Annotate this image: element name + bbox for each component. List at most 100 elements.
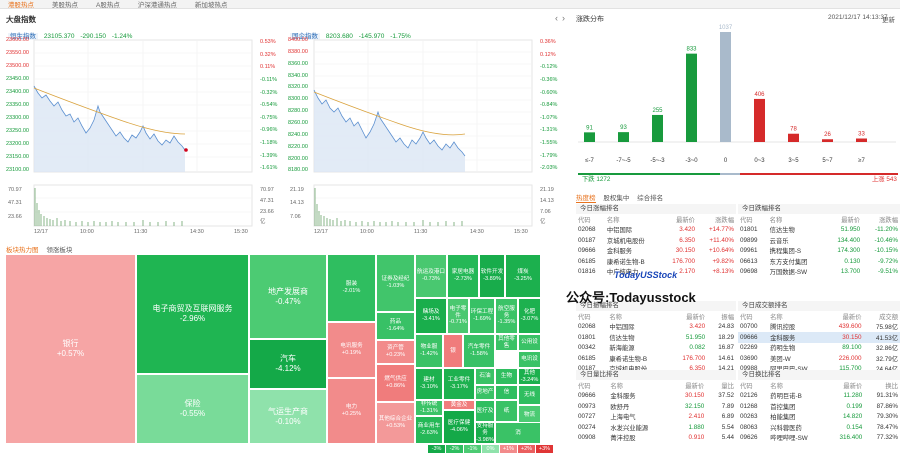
sector-cell[interactable]: 药品 -1.64%: [376, 312, 415, 340]
table-row[interactable]: 02126 药明巨诺-B 11.280 91.31%: [738, 391, 900, 402]
sector-cell[interactable]: 消: [495, 422, 541, 444]
column-header[interactable]: 代码: [578, 382, 591, 390]
sector-cell[interactable]: 其他 -3.24%: [518, 368, 541, 385]
sector-cell[interactable]: 生物: [495, 368, 518, 385]
sector-cell[interactable]: 赌场及 -3.41%: [415, 298, 447, 334]
sector-cell[interactable]: 石油: [475, 368, 495, 385]
pager-arrows[interactable]: ‹›: [555, 13, 569, 23]
chevron-left-icon[interactable]: ‹: [555, 13, 562, 23]
sector-cell[interactable]: 软件开发 -3.89%: [479, 254, 505, 298]
sector-cell[interactable]: 其他零售: [495, 334, 518, 351]
column-header[interactable]: 名称: [770, 313, 783, 321]
nav-sg-hot[interactable]: 新加坡热点: [194, 2, 228, 9]
sector-cell[interactable]: 保险 -0.55%: [136, 374, 249, 444]
refresh-button[interactable]: 更新: [882, 17, 895, 24]
column-header[interactable]: 最新价: [676, 216, 695, 224]
sector-cell[interactable]: 其他综合企业 +0.53%: [376, 402, 415, 444]
column-header[interactable]: 涨跌幅: [879, 216, 898, 224]
column-header[interactable]: 最新价: [686, 313, 706, 321]
column-header[interactable]: 代码: [740, 313, 753, 321]
table-row[interactable]: 08063 兴科蓉医药 0.154 78.47%: [738, 422, 900, 433]
table-row[interactable]: 00908 菁沣控股 0.910 5.44: [576, 433, 736, 444]
hscei-name[interactable]: 国企指数: [290, 33, 320, 40]
sector-cell[interactable]: 工业零件 -3.17%: [443, 368, 475, 400]
sector-cell[interactable]: 建材 -3.10%: [415, 368, 443, 400]
sector-cell[interactable]: 物业服 -1.42%: [415, 334, 443, 368]
sector-cell[interactable]: 资产管 +0.23%: [376, 340, 415, 364]
column-header[interactable]: 最新价: [841, 216, 861, 224]
tab-composite[interactable]: 综合排名: [637, 195, 664, 202]
table-row[interactable]: 09961 携程集团-S 174.300 -10.15%: [738, 246, 900, 257]
sector-cell[interactable]: 气运生产商 -0.10%: [249, 389, 327, 444]
table-row[interactable]: 02068 中铝国际 3.420 +14.77%: [576, 225, 736, 236]
sector-cell[interactable]: 医疗及: [475, 400, 495, 422]
table-row[interactable]: 09666 金科服务 30.150 +10.64%: [576, 246, 736, 257]
sector-cell[interactable]: 信: [495, 385, 518, 400]
table-row[interactable]: 09626 哔哩哔哩-SW 316.400 77.32%: [738, 433, 900, 444]
column-header[interactable]: 名称: [609, 313, 622, 321]
table-row[interactable]: 03690 美团-W 226.000 32.79亿: [738, 353, 900, 364]
sector-cell[interactable]: 地产发展商 -0.47%: [249, 254, 327, 339]
sector-cell[interactable]: 银行 +0.57%: [5, 254, 136, 444]
sector-cell[interactable]: 电讯服务 +0.19%: [327, 322, 376, 378]
table-row[interactable]: 09899 云音乐 134.400 -10.46%: [738, 235, 900, 246]
table-row[interactable]: 01268 首控集团 0.199 87.86%: [738, 401, 900, 412]
sector-cell[interactable]: 电子商贸及互联网服务 -2.96%: [136, 254, 249, 374]
tab-leading-sectors[interactable]: 领涨板块: [46, 247, 73, 254]
sector-cell[interactable]: 环保工程 -1.69%: [469, 298, 495, 334]
table-row[interactable]: 01801 信达生物 51.950 -11.20%: [738, 225, 900, 236]
sector-cell[interactable]: 银: [443, 334, 463, 368]
table-row[interactable]: 00187 京城机电股份 6.350 +11.40%: [576, 235, 736, 246]
sector-cell[interactable]: 航空服务 -1.35%: [495, 298, 518, 334]
sector-cell[interactable]: 汽车 -4.12%: [249, 339, 327, 389]
table-row[interactable]: 06185 康希诺生物-B 176.700 14.61: [576, 353, 736, 364]
hsi-name[interactable]: 恒生指数: [8, 33, 38, 40]
sector-cell[interactable]: 非传统 -1.31%: [415, 400, 443, 416]
column-header[interactable]: 成交额: [879, 313, 898, 321]
column-header[interactable]: 名称: [769, 216, 783, 224]
sector-cell[interactable]: 化肥 -3.07%: [518, 298, 541, 334]
sector-cell[interactable]: 服装 -2.01%: [327, 254, 376, 322]
sector-cell[interactable]: 电子零件 -0.71%: [447, 298, 469, 334]
sector-cell[interactable]: 电讯设: [518, 351, 541, 368]
sector-cell[interactable]: 公用设: [518, 334, 541, 351]
sector-cell[interactable]: 汽车零件 -1.58%: [463, 334, 495, 368]
sector-cell[interactable]: 航运及港口 -0.73%: [415, 254, 447, 298]
column-header[interactable]: 量比: [721, 382, 734, 390]
column-header[interactable]: 最新价: [842, 313, 862, 321]
table-row[interactable]: 01801 信达生物 51.950 18.29: [576, 332, 736, 343]
nav-us-hot[interactable]: 美股热点: [52, 2, 78, 9]
sector-cell[interactable]: 燃气供应 +0.86%: [376, 364, 415, 402]
sector-cell[interactable]: 电力 +0.25%: [327, 378, 376, 444]
sector-cell[interactable]: 支持服务 -3.98%: [475, 422, 495, 444]
column-header[interactable]: 名称: [770, 382, 783, 390]
table-row[interactable]: 00700 腾讯控股 439.600 75.98亿: [738, 322, 900, 333]
table-row[interactable]: 00274 水发兴业能源 1.880 5.54: [576, 422, 736, 433]
column-header[interactable]: 名称: [606, 216, 620, 224]
nav-connect-hot[interactable]: 沪深港通热点: [137, 2, 177, 9]
nav-hk-hot[interactable]: 港股热点: [8, 2, 34, 9]
table-row[interactable]: 02269 药明生物 89.100 32.86亿: [738, 343, 900, 354]
sector-cell[interactable]: 家居电器 -2.73%: [447, 254, 479, 298]
sector-cell[interactable]: 商业用车 -2.63%: [415, 416, 443, 444]
sector-cell[interactable]: 无线: [518, 385, 541, 405]
column-header[interactable]: 代码: [740, 382, 753, 390]
sector-cell[interactable]: 纸: [495, 400, 518, 422]
table-row[interactable]: 09698 万国数据-SW 13.700 -9.51%: [738, 267, 900, 278]
tab-heatmap[interactable]: 板块热力图: [6, 247, 39, 255]
tab-concentration[interactable]: 股权集中: [603, 195, 630, 202]
column-header[interactable]: 最新价: [685, 382, 705, 390]
table-row[interactable]: 00973 欧舒丹 32.150 7.89: [576, 401, 736, 412]
table-row[interactable]: 09988 阿里巴巴-SW 115.70024.64亿: [738, 364, 900, 375]
column-header[interactable]: 代码: [578, 313, 591, 321]
table-row[interactable]: 01816 中广核电力 2.170 +8.13%: [576, 267, 736, 278]
column-header[interactable]: 振幅: [721, 313, 734, 321]
sector-cell[interactable]: 医疗保健 -4.06%: [443, 410, 475, 444]
sector-cell[interactable]: 煤炭 -3.25%: [505, 254, 541, 298]
sector-cell[interactable]: 证券及经纪 -1.03%: [376, 254, 415, 312]
table-row[interactable]: 06185 康希诺生物-B 176.700 +9.82%: [576, 256, 736, 267]
column-header[interactable]: 代码: [578, 216, 591, 224]
nav-a-hot[interactable]: A股热点: [96, 2, 120, 9]
table-row[interactable]: 06613 东方支付集团 0.130 -9.72%: [738, 256, 900, 267]
sector-cell[interactable]: 物流: [518, 405, 541, 425]
